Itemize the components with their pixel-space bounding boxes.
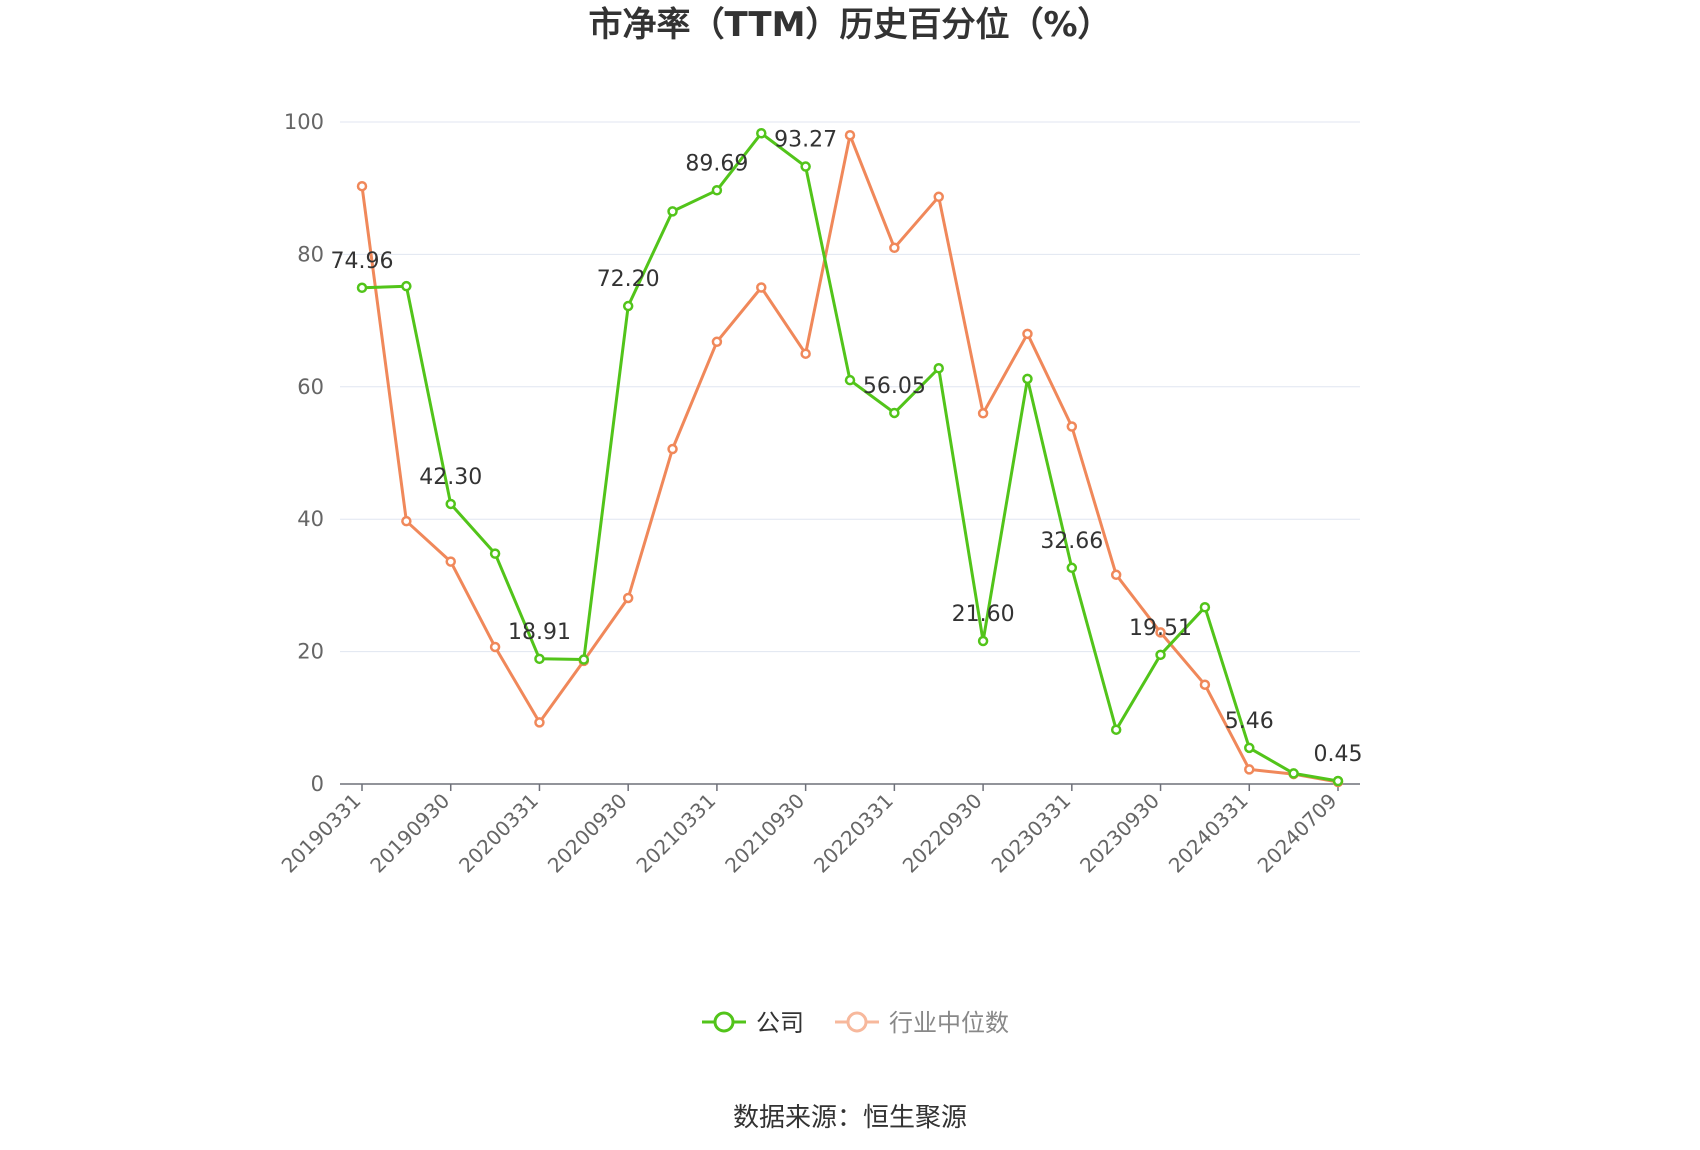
data-point	[1110, 569, 1122, 581]
y-tick-label: 0	[311, 772, 324, 796]
data-point	[622, 592, 634, 604]
series-line	[361, 131, 1339, 783]
y-axis: 0 20 40 60 80 100	[284, 110, 324, 796]
x-tick-label: 20240331	[1164, 789, 1253, 878]
chart-title: 市净率（TTM）历史百分位（%）	[588, 5, 1111, 45]
data-label: 18.91	[508, 620, 571, 645]
data-point	[711, 185, 723, 196]
data-point	[1288, 768, 1299, 779]
data-point	[800, 348, 811, 359]
data-point	[578, 654, 590, 665]
data-point	[800, 161, 811, 172]
x-tick-label: 20240709	[1253, 789, 1342, 878]
data-label: 19.51	[1129, 616, 1192, 641]
data-label: 56.05	[863, 374, 926, 399]
data-label: 93.27	[774, 128, 837, 153]
data-point	[356, 282, 368, 294]
data-point	[1066, 562, 1078, 574]
y-tick-label: 20	[297, 640, 324, 664]
data-point	[534, 717, 545, 728]
grid	[340, 121, 1360, 653]
data-point	[1110, 724, 1122, 735]
data-label: 74.96	[331, 249, 394, 274]
data-point	[356, 180, 368, 192]
data-point	[401, 280, 412, 292]
x-tick-label: 20210331	[631, 789, 720, 878]
data-point	[1022, 328, 1033, 340]
data-point	[1155, 649, 1166, 661]
series-area	[356, 128, 1344, 788]
data-point	[445, 498, 456, 510]
data-label: 21.60	[952, 602, 1015, 627]
data-label: 72.20	[597, 267, 660, 292]
data-point	[933, 363, 944, 374]
data-label: 0.45	[1314, 742, 1363, 767]
y-tick-label: 80	[297, 242, 324, 266]
source-note: 数据来源：恒生聚源	[733, 1103, 967, 1133]
data-labels: 74.96 42.30 18.91 72.20 89.69 93.27 56.05 21.60…	[331, 128, 1363, 767]
data-point	[1332, 775, 1344, 787]
data-point	[622, 300, 634, 312]
x-tick-label: 20220930	[898, 789, 987, 878]
data-point	[1244, 764, 1255, 775]
data-point	[401, 515, 412, 527]
data-point	[1022, 373, 1033, 385]
data-point	[1155, 627, 1166, 638]
data-point	[534, 653, 545, 665]
legend: 公司 行业中位数	[702, 1009, 1009, 1037]
data-point	[1244, 742, 1255, 754]
legend-label: 行业中位数	[889, 1009, 1009, 1037]
data-point	[844, 374, 856, 386]
data-point	[933, 191, 944, 203]
data-point	[489, 641, 501, 653]
data-point	[1199, 601, 1211, 613]
legend-marker	[713, 1011, 735, 1033]
x-tick-label: 20200331	[454, 789, 543, 878]
data-point	[1066, 421, 1078, 432]
data-point	[489, 548, 501, 559]
x-tick-label: 20220331	[809, 789, 898, 878]
data-point	[711, 336, 723, 348]
y-tick-label: 100	[284, 110, 324, 134]
x-tick-label: 20230930	[1075, 789, 1164, 878]
data-point	[889, 242, 900, 254]
y-tick-label: 60	[297, 375, 324, 399]
x-axis: 20190331 20190930 20200331 20200930 20210331…	[277, 783, 1360, 878]
data-point	[1199, 679, 1211, 690]
x-tick-label: 20210930	[720, 789, 809, 878]
series-line	[360, 133, 1339, 784]
data-point	[977, 635, 989, 647]
x-tick-label: 20190331	[277, 789, 366, 878]
data-point	[977, 408, 989, 419]
x-tick-label: 20200930	[543, 789, 632, 878]
data-label: 89.69	[685, 151, 748, 176]
data-label: 32.66	[1040, 529, 1103, 554]
data-point	[756, 128, 767, 139]
x-tick-label: 20230331	[986, 789, 1075, 878]
legend-label: 公司	[756, 1009, 804, 1037]
data-point	[667, 443, 678, 455]
data-label: 5.46	[1225, 709, 1274, 734]
y-tick-label: 40	[297, 507, 324, 531]
data-point	[889, 407, 900, 419]
data-point	[756, 282, 767, 293]
legend-marker	[846, 1011, 868, 1033]
data-point	[445, 556, 456, 567]
x-tick-label: 20190930	[365, 789, 454, 878]
data-point	[844, 129, 856, 141]
data-label: 42.30	[419, 465, 482, 490]
data-point	[667, 206, 678, 217]
